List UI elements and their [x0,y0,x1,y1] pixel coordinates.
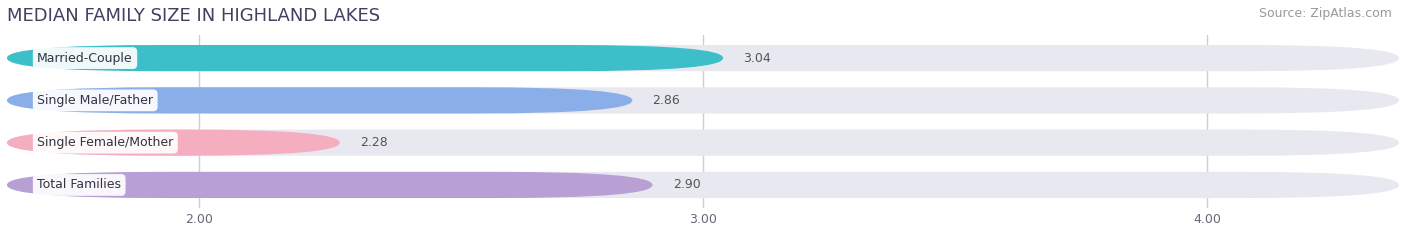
FancyBboxPatch shape [7,87,633,113]
FancyBboxPatch shape [7,172,652,198]
FancyBboxPatch shape [7,87,1399,113]
FancyBboxPatch shape [7,130,1399,156]
Text: 2.86: 2.86 [652,94,681,107]
Text: Total Families: Total Families [37,178,121,192]
Text: MEDIAN FAMILY SIZE IN HIGHLAND LAKES: MEDIAN FAMILY SIZE IN HIGHLAND LAKES [7,7,380,25]
Text: Single Female/Mother: Single Female/Mother [37,136,173,149]
Text: 2.90: 2.90 [672,178,700,192]
Text: Married-Couple: Married-Couple [37,51,132,65]
FancyBboxPatch shape [7,45,1399,71]
FancyBboxPatch shape [7,130,340,156]
FancyBboxPatch shape [7,45,723,71]
Text: Source: ZipAtlas.com: Source: ZipAtlas.com [1258,7,1392,20]
Text: 3.04: 3.04 [744,51,770,65]
Text: 2.28: 2.28 [360,136,388,149]
Text: Single Male/Father: Single Male/Father [37,94,153,107]
FancyBboxPatch shape [7,172,1399,198]
